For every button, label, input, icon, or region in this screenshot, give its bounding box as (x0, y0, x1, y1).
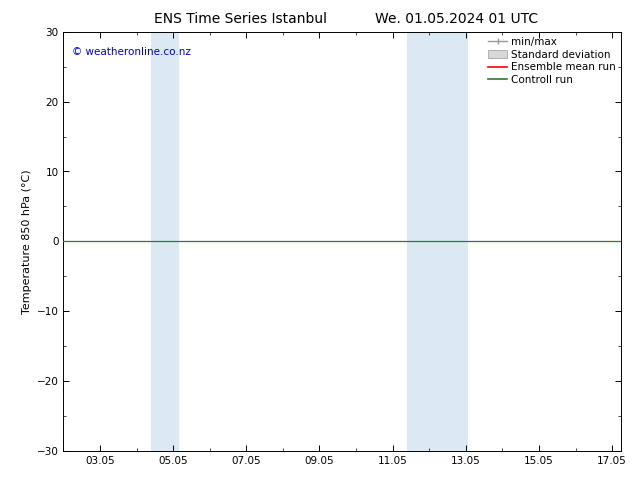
Bar (151, 32, 179, 451)
Legend: min/max, Standard deviation, Ensemble mean run, Controll run: min/max, Standard deviation, Ensemble me… (486, 35, 618, 87)
Text: ENS Time Series Istanbul: ENS Time Series Istanbul (155, 12, 327, 26)
Text: We. 01.05.2024 01 UTC: We. 01.05.2024 01 UTC (375, 12, 538, 26)
Text: © weatheronline.co.nz: © weatheronline.co.nz (72, 47, 191, 56)
Bar (407, 32, 468, 451)
Y-axis label: Temperature 850 hPa (°C): Temperature 850 hPa (°C) (22, 169, 32, 314)
